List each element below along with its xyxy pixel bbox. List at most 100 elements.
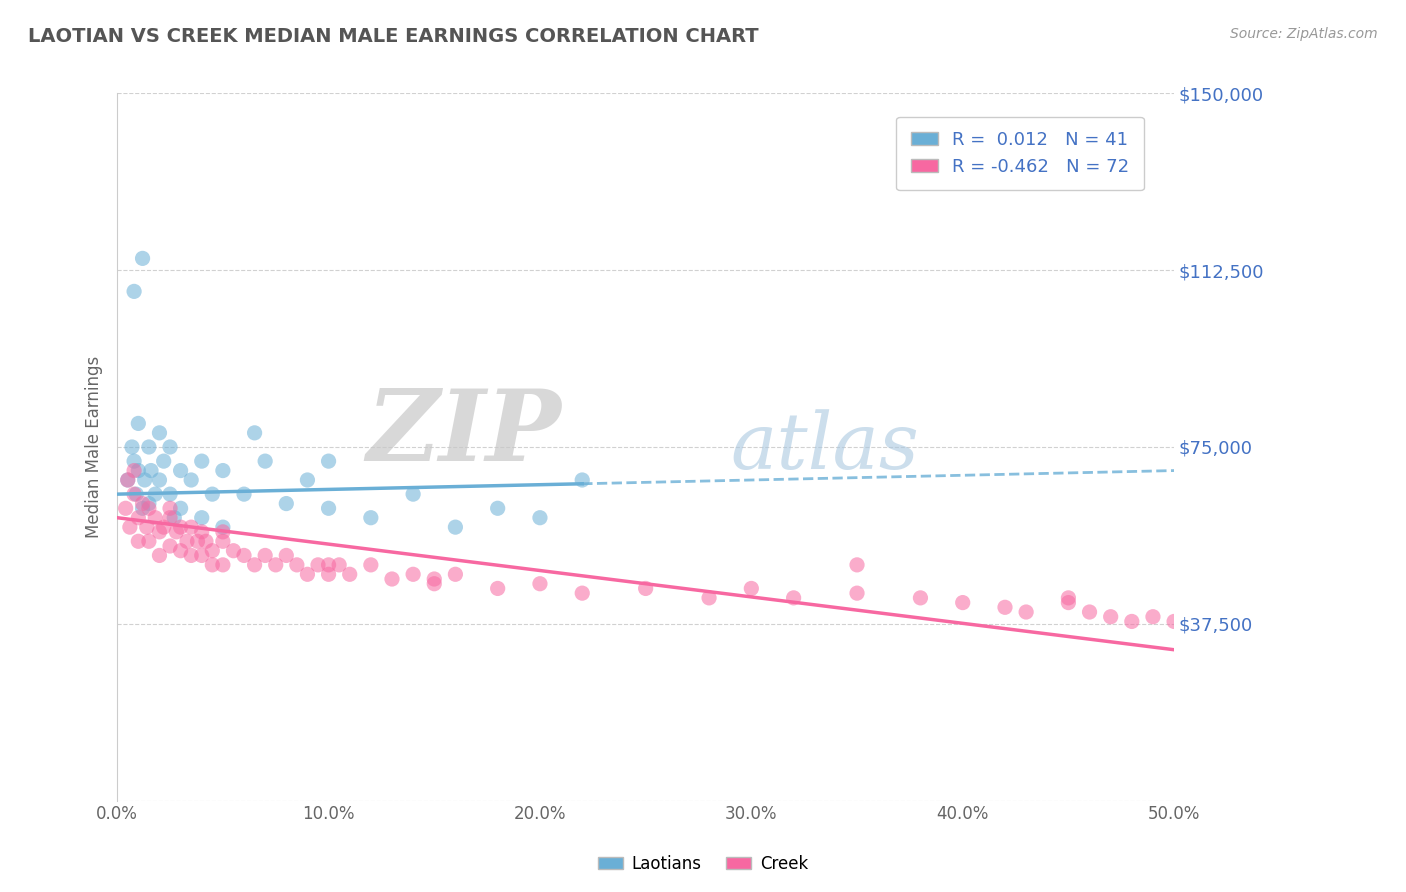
Point — [486, 501, 509, 516]
Point — [143, 510, 166, 524]
Point — [846, 586, 869, 600]
Point — [222, 543, 245, 558]
Point — [143, 487, 166, 501]
Point — [180, 520, 202, 534]
Point — [1057, 596, 1080, 610]
Point — [318, 454, 340, 468]
Point — [697, 591, 720, 605]
Point — [180, 549, 202, 563]
Point — [846, 558, 869, 572]
Point — [1015, 605, 1038, 619]
Point — [131, 252, 153, 266]
Point — [190, 524, 212, 539]
Point — [139, 464, 162, 478]
Point — [1142, 609, 1164, 624]
Point — [152, 454, 174, 468]
Point — [529, 576, 551, 591]
Point — [201, 543, 224, 558]
Point — [127, 417, 149, 431]
Point — [212, 520, 235, 534]
Point — [159, 487, 181, 501]
Point — [1057, 591, 1080, 605]
Legend: Laotians, Creek: Laotians, Creek — [592, 848, 814, 880]
Point — [134, 473, 156, 487]
Point — [318, 558, 340, 572]
Point — [159, 539, 181, 553]
Point — [135, 520, 157, 534]
Point — [159, 501, 181, 516]
Point — [740, 582, 762, 596]
Point — [444, 567, 467, 582]
Point — [212, 558, 235, 572]
Point — [138, 534, 160, 549]
Point — [952, 596, 974, 610]
Point — [339, 567, 361, 582]
Point — [122, 285, 145, 299]
Point — [121, 440, 143, 454]
Point — [297, 473, 319, 487]
Point — [233, 549, 256, 563]
Point — [122, 454, 145, 468]
Point — [360, 558, 382, 572]
Point — [634, 582, 657, 596]
Point — [122, 487, 145, 501]
Point — [138, 440, 160, 454]
Point — [254, 454, 277, 468]
Point — [169, 501, 191, 516]
Point — [529, 510, 551, 524]
Text: Source: ZipAtlas.com: Source: ZipAtlas.com — [1230, 27, 1378, 41]
Text: LAOTIAN VS CREEK MEDIAN MALE EARNINGS CORRELATION CHART: LAOTIAN VS CREEK MEDIAN MALE EARNINGS CO… — [28, 27, 759, 45]
Point — [176, 534, 198, 549]
Text: ZIP: ZIP — [366, 384, 561, 481]
Point — [148, 549, 170, 563]
Point — [994, 600, 1017, 615]
Point — [131, 497, 153, 511]
Point — [127, 510, 149, 524]
Point — [233, 487, 256, 501]
Point — [117, 473, 139, 487]
Point — [125, 487, 148, 501]
Point — [782, 591, 804, 605]
Point — [180, 473, 202, 487]
Point — [114, 501, 136, 516]
Point — [165, 524, 187, 539]
Point — [190, 549, 212, 563]
Point — [186, 534, 208, 549]
Point — [423, 576, 446, 591]
Point — [118, 520, 141, 534]
Point — [212, 534, 235, 549]
Y-axis label: Median Male Earnings: Median Male Earnings — [86, 356, 103, 538]
Point — [486, 582, 509, 596]
Point — [212, 464, 235, 478]
Point — [318, 501, 340, 516]
Text: atlas: atlas — [730, 409, 920, 485]
Point — [571, 586, 593, 600]
Point — [423, 572, 446, 586]
Point — [148, 473, 170, 487]
Point — [307, 558, 329, 572]
Point — [318, 567, 340, 582]
Point — [169, 543, 191, 558]
Legend: R =  0.012   N = 41, R = -0.462   N = 72: R = 0.012 N = 41, R = -0.462 N = 72 — [897, 117, 1144, 191]
Point — [131, 501, 153, 516]
Point — [159, 440, 181, 454]
Point — [243, 558, 266, 572]
Point — [201, 487, 224, 501]
Point — [381, 572, 404, 586]
Point — [254, 549, 277, 563]
Point — [201, 558, 224, 572]
Point — [264, 558, 287, 572]
Point — [148, 524, 170, 539]
Point — [402, 487, 425, 501]
Point — [285, 558, 308, 572]
Point — [1099, 609, 1122, 624]
Point — [138, 501, 160, 516]
Point — [276, 497, 298, 511]
Point — [360, 510, 382, 524]
Point — [243, 425, 266, 440]
Point — [194, 534, 217, 549]
Point — [122, 464, 145, 478]
Point — [1121, 615, 1143, 629]
Point — [297, 567, 319, 582]
Point — [127, 534, 149, 549]
